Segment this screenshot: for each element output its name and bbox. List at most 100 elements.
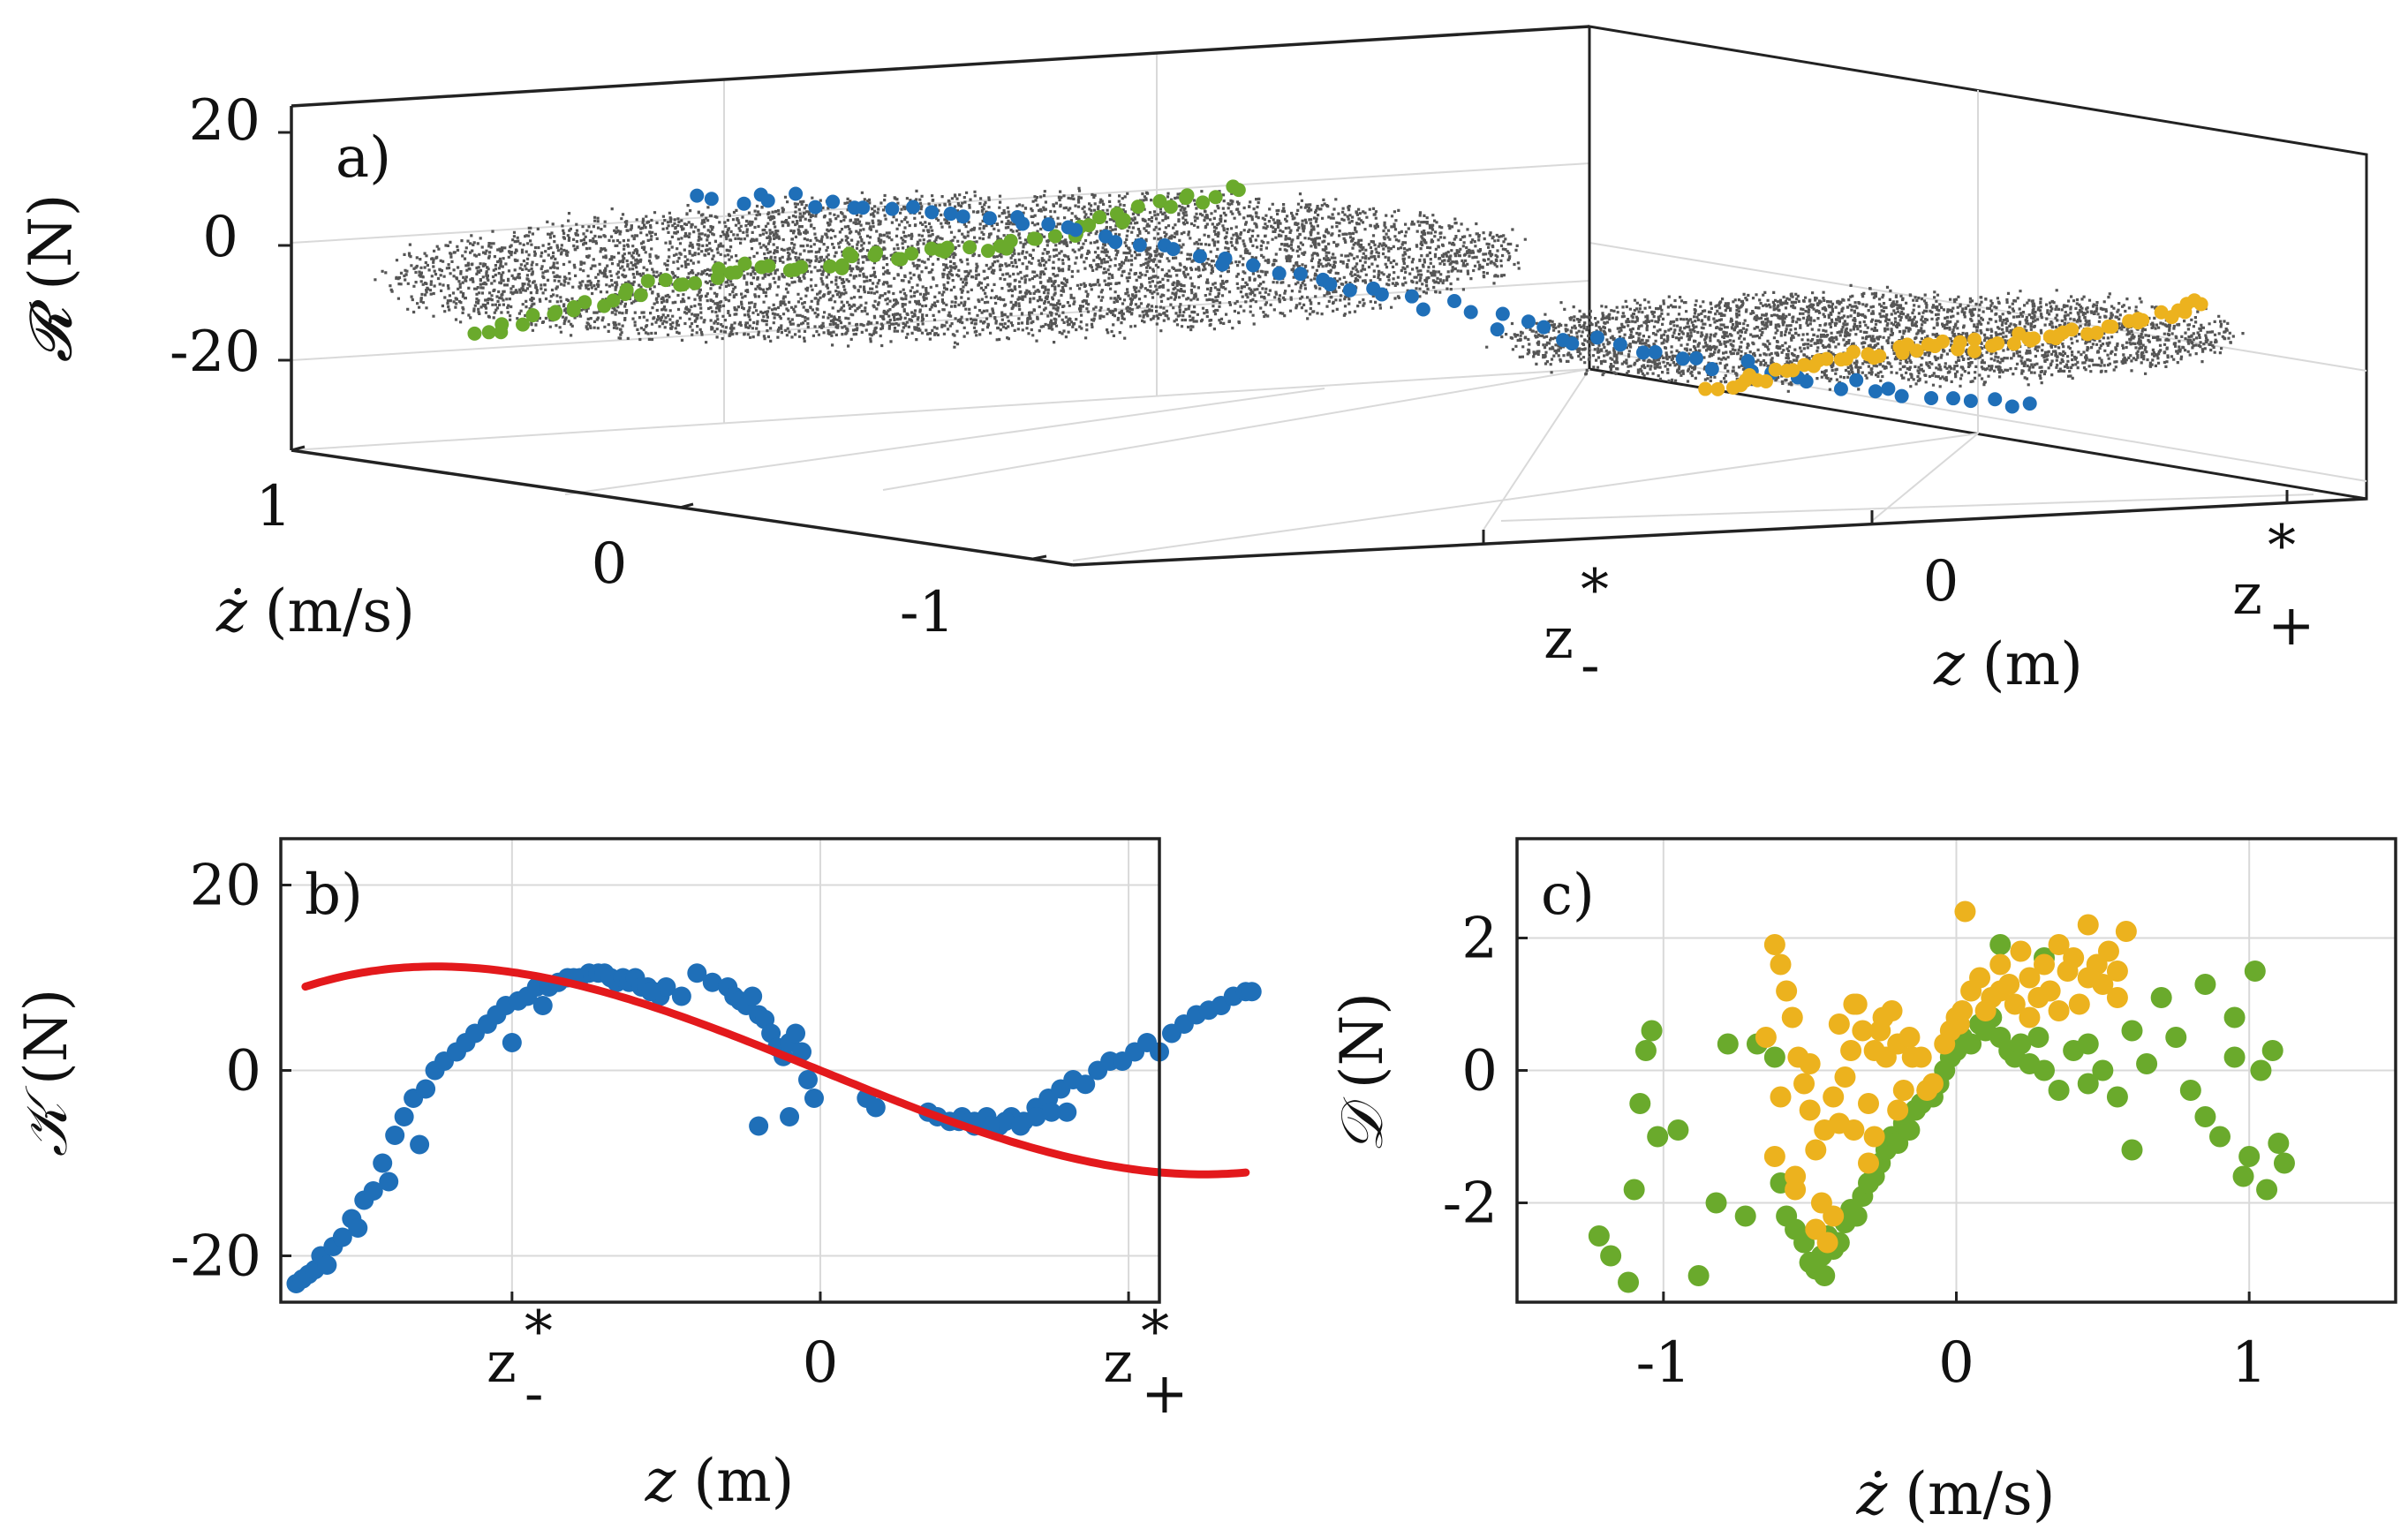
panel-a-green-slice-point	[737, 256, 752, 271]
panel-b-point	[332, 1227, 352, 1247]
panel-c-point-green	[1667, 1119, 1689, 1141]
panel-a-blue-slice-point	[1924, 390, 1939, 405]
panel-c-point-green	[1634, 1040, 1657, 1061]
panel-a-slices	[467, 179, 2208, 414]
panel-a-r-tick-20: 20	[189, 88, 260, 154]
panel-a-green-slice-point	[577, 295, 593, 310]
panel-b-point	[1242, 982, 1262, 1002]
panel-c-point-orange	[2115, 921, 2137, 942]
panel-b-xtick-label: z *-	[487, 1300, 553, 1427]
panel-a-orange-slice-point	[1952, 335, 1967, 350]
panel-a-green-slice-point	[728, 265, 744, 280]
panel-a-green-slice-point	[869, 245, 884, 260]
panel-c-point-green	[1898, 1119, 1921, 1141]
panel-a-orange-slice-point	[2135, 313, 2150, 328]
panel-b-y-unit: (N)	[12, 989, 80, 1085]
panel-c-point-orange	[1954, 900, 1976, 923]
panel-a-blue-slice-point	[1963, 394, 1978, 409]
svg-text:+: +	[2268, 593, 2315, 659]
panel-b-x-symbol: z	[645, 1447, 677, 1515]
panel-b-point	[1010, 1116, 1030, 1136]
panel-c-point-orange	[1858, 1152, 1879, 1174]
panel-c-point-orange	[1892, 1080, 1914, 1101]
panel-a-orange-slice-point	[2027, 331, 2042, 346]
panel-a-r-tick-0: 0	[202, 205, 238, 270]
panel-a-blue-slice-point	[736, 196, 751, 211]
panel-a-r-axis-label: 𝓡 (N)	[17, 194, 85, 363]
panel-c-point-green	[2027, 1027, 2049, 1048]
panel-a-blue-slice-point	[1447, 293, 1462, 308]
panel-a-blue-slice-point	[1342, 283, 1357, 298]
panel-c-point-orange	[1781, 1006, 1803, 1028]
panel-a-green-slice-point	[606, 293, 621, 308]
panel-c-point-orange	[1834, 1066, 1856, 1088]
panel-a-blue-slice-point	[1246, 258, 1261, 273]
panel-a-blue-slice-point	[906, 200, 921, 215]
panel-c-point-orange	[1799, 1053, 1821, 1074]
panel-a-blue-slice-point	[1799, 374, 1814, 389]
panel-a-blue-slice-point	[1415, 302, 1430, 317]
panel-a-green-slice-point	[516, 317, 531, 332]
panel-a-blue-slice-point	[1675, 351, 1690, 366]
panel-c-point-green	[1618, 1271, 1640, 1293]
panel-a-green-slice-point	[711, 261, 726, 276]
panel-a-green-slice-point	[676, 277, 691, 292]
svg-text:z: z	[487, 1330, 517, 1396]
svg-text:+: +	[1141, 1361, 1189, 1427]
panel-c-point-orange	[1763, 1146, 1785, 1167]
panel-a-green-slice-point	[1109, 207, 1124, 222]
panel-c-point-orange	[1843, 993, 1865, 1015]
panel-a-blue-slice-point	[1272, 266, 1287, 281]
panel-b-y-axis-label: 𝒦(N)	[12, 989, 80, 1157]
panel-c-point-orange	[1872, 1006, 1894, 1028]
panel-a-blue-slice-point	[1945, 391, 1960, 406]
panel-c-point-orange	[1989, 980, 2012, 1002]
panel-c-point-orange	[1863, 1126, 1885, 1148]
panel-c-label: c)	[1541, 863, 1595, 928]
panel-a-green-slice-point	[761, 259, 776, 274]
panel-c-point-green	[1687, 1265, 1710, 1286]
panel-a-green-slice-point	[1029, 231, 1044, 246]
panel-c-point-orange	[2068, 993, 2090, 1015]
panel-a-blue-slice-point	[982, 211, 997, 226]
panel-a-orange-slice-point	[2089, 326, 2104, 341]
panel-a-green-slice-point	[658, 273, 673, 288]
panel-a-r-unit: (N)	[17, 194, 85, 290]
panel-a-blue-slice-point	[1648, 344, 1663, 359]
panel-c-point-orange	[1823, 1205, 1845, 1227]
panel-b-point	[532, 996, 553, 1015]
panel-a-green-slice-point	[1152, 193, 1167, 208]
panel-a-orange-slice-point	[1833, 352, 1848, 367]
panel-c-point-orange	[1901, 1046, 1923, 1068]
panel-a-r-symbol: 𝓡	[17, 298, 85, 362]
panel-b-point	[410, 1134, 430, 1155]
panel-c-point-orange	[1828, 1013, 1850, 1035]
panel-b-point	[798, 1070, 818, 1089]
panel-c-point-green	[2194, 974, 2216, 995]
panel-b-point	[656, 977, 676, 997]
panel-a-green-slice-point	[1092, 210, 1107, 225]
panel-a-green-slice-point	[834, 258, 849, 273]
panel-a-blue-slice-point	[1192, 249, 1207, 264]
panel-b-x-axis-label: z (m)	[645, 1447, 795, 1515]
panel-c-point-green	[1705, 1192, 1727, 1214]
panel-c-point-green	[2077, 1033, 2099, 1055]
panel-b-x-unit: (m)	[693, 1447, 794, 1515]
panel-a-orange-slice-point	[1990, 335, 2005, 350]
panel-a-blue-slice-point	[1404, 289, 1419, 304]
panel-c-point-green	[2010, 1033, 2032, 1055]
panel-a-orange-slice-point	[1846, 344, 1861, 359]
panel-c-point-green	[2238, 1146, 2261, 1167]
panel-a-green-slice-point	[940, 240, 955, 255]
panel-c-ytick-label: 2	[1461, 907, 1498, 972]
panel-c-point-orange	[1843, 1119, 1865, 1141]
panel-a: a) 20 0 -20 𝓡 (N) 1 0 -1 ż (m/s) z * - 0 z…	[17, 25, 2368, 698]
panel-c-x-axis-label: ż (m/s)	[1856, 1460, 2056, 1528]
panel-a-blue-slice-point	[1988, 392, 2003, 407]
panel-c-point-green	[1846, 1205, 1868, 1227]
panel-a-blue-slice-point	[760, 193, 775, 208]
panel-a-blue-slice-point	[1881, 381, 1896, 396]
panel-c-point-green	[2223, 1046, 2246, 1068]
panel-b-ytick-label: 0	[225, 1039, 261, 1104]
